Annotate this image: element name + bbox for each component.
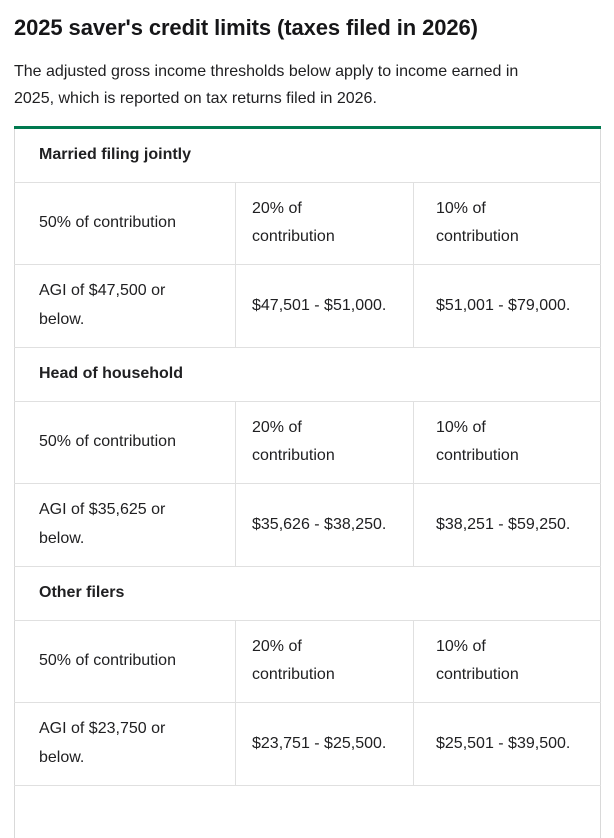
agi-range-cell: $35,626 - $38,250. — [235, 483, 414, 567]
table-section-row-married-filing-jointly: Married filing jointly — [14, 127, 601, 183]
agi-range-cell: $47,501 - $51,000. — [235, 264, 414, 348]
agi-range-cell: $23,751 - $25,500. — [235, 702, 414, 786]
table-rate-header-row: 50% of contribution 20% of contribution … — [14, 620, 601, 704]
agi-range-cell: $25,501 - $39,500. — [412, 702, 601, 786]
section-label: Head of household — [14, 347, 601, 402]
table-agi-row: AGI of $23,750 or below. $23,751 - $25,5… — [14, 702, 601, 786]
rate-header-cell: 20% of contribution — [235, 620, 414, 704]
agi-threshold-cell: AGI of $47,500 or below. — [14, 264, 236, 348]
rate-header-cell: 10% of contribution — [412, 401, 601, 485]
agi-threshold-cell: AGI of $23,750 or below. — [14, 702, 236, 786]
table-agi-row: AGI of $35,625 or below. $35,626 - $38,2… — [14, 483, 601, 567]
agi-threshold-cell: AGI of $35,625 or below. — [14, 483, 236, 567]
agi-range-cell: $38,251 - $59,250. — [412, 483, 601, 567]
rate-header-cell: 50% of contribution — [14, 182, 236, 266]
intro-text: The adjusted gross income thresholds bel… — [14, 62, 519, 107]
table-agi-row: AGI of $47,500 or below. $47,501 - $51,0… — [14, 264, 601, 348]
page-title: 2025 saver's credit limits (taxes filed … — [14, 15, 478, 40]
rate-header-cell: 20% of contribution — [235, 182, 414, 266]
article-section: 2025 saver's credit limits (taxes filed … — [0, 14, 614, 838]
table-rate-header-row: 50% of contribution 20% of contribution … — [14, 401, 601, 485]
rate-header-cell: 10% of contribution — [412, 182, 601, 266]
table-row-clipped — [15, 785, 601, 838]
section-label: Married filing jointly — [14, 127, 601, 183]
rate-header-cell: 50% of contribution — [14, 401, 236, 485]
rate-header-cell: 10% of contribution — [412, 620, 601, 704]
table-section-row-head-of-household: Head of household — [14, 347, 601, 402]
savers-credit-limits-table: Married filing jointly 50% of contributi… — [14, 125, 602, 838]
table-section-row-other-filers: Other filers — [14, 566, 601, 621]
section-label: Other filers — [14, 566, 601, 621]
rate-header-cell: 50% of contribution — [14, 620, 236, 704]
table-rate-header-row: 50% of contribution 20% of contribution … — [14, 182, 601, 266]
rate-header-cell: 20% of contribution — [235, 401, 414, 485]
agi-range-cell: $51,001 - $79,000. — [412, 264, 601, 348]
